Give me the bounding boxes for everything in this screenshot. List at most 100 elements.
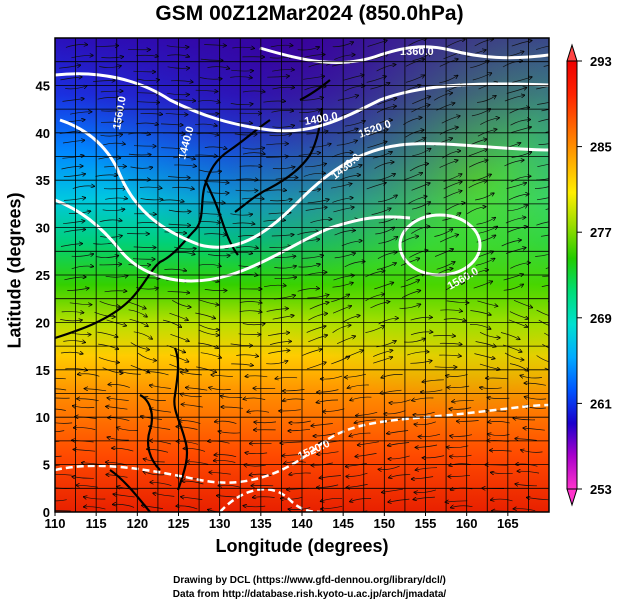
streamline — [418, 433, 441, 437]
height-contours — [55, 45, 549, 283]
streamline — [63, 198, 86, 201]
y-tick-label: 30 — [36, 221, 50, 236]
streamline — [513, 418, 536, 420]
streamline — [214, 460, 236, 463]
streamline — [536, 197, 549, 201]
colorbar-tick-label: 293 — [590, 54, 612, 69]
streamline — [323, 408, 345, 412]
colorbar-tick-label: 285 — [590, 140, 612, 155]
streamline — [63, 341, 85, 343]
streamline — [536, 221, 549, 226]
streamline — [165, 113, 188, 114]
streamline — [399, 304, 421, 309]
streamline — [198, 324, 219, 330]
streamline — [69, 302, 92, 305]
streamline — [269, 134, 291, 136]
streamline — [467, 50, 486, 58]
streamline — [443, 182, 462, 190]
streamline — [477, 96, 496, 103]
streamline — [172, 300, 191, 307]
streamline — [537, 101, 549, 105]
streamline — [336, 336, 355, 345]
streamline — [470, 310, 491, 316]
streamline — [317, 389, 339, 393]
streamline — [63, 221, 85, 225]
streamline — [129, 318, 149, 326]
y-tick-label: 0 — [43, 505, 50, 520]
streamline — [307, 199, 329, 204]
streamline — [187, 462, 209, 465]
streamline — [445, 283, 464, 291]
streamline — [541, 284, 549, 287]
streamline — [308, 314, 327, 321]
credit-data-source: Data from http://database.rish.kyoto-u.a… — [172, 589, 447, 600]
streamline — [372, 120, 392, 127]
streamline — [103, 188, 126, 189]
streamline — [234, 134, 257, 135]
streamline — [422, 455, 445, 458]
streamline — [381, 374, 403, 377]
streamline — [176, 506, 198, 510]
streamline — [183, 448, 206, 452]
streamline — [547, 301, 549, 303]
streamline — [536, 355, 549, 363]
streamline — [133, 247, 156, 248]
streamline — [388, 442, 410, 446]
streamline — [55, 408, 66, 411]
streamline — [446, 374, 468, 376]
colorbar-min-arrow — [566, 488, 578, 507]
streamline — [313, 433, 336, 437]
x-tick-label: 125 — [168, 516, 190, 531]
streamline — [339, 175, 360, 181]
x-tick-label: 130 — [209, 516, 231, 531]
streamline — [468, 160, 488, 168]
y-tick-label: 10 — [36, 410, 50, 425]
streamline — [299, 118, 321, 122]
streamline — [137, 352, 156, 360]
streamline — [206, 192, 229, 194]
streamline — [230, 214, 252, 216]
streamline — [332, 325, 351, 333]
streamline — [470, 324, 491, 329]
streamline — [439, 355, 461, 356]
streamline — [480, 387, 502, 388]
streamline — [407, 352, 428, 356]
streamline — [387, 430, 409, 434]
streamline — [71, 254, 94, 256]
x-tick-label: 150 — [373, 516, 395, 531]
streamline — [269, 341, 291, 346]
streamline — [311, 423, 333, 426]
streamline — [434, 249, 453, 257]
streamline — [230, 77, 252, 78]
streamline — [247, 411, 270, 413]
streamline — [60, 319, 82, 320]
streamline — [468, 149, 488, 157]
streamline — [412, 476, 434, 480]
streamline — [504, 352, 524, 360]
y-tick-label: 45 — [36, 78, 50, 93]
streamline — [161, 148, 183, 149]
streamline — [513, 509, 536, 512]
streamline — [472, 174, 492, 182]
y-tick-label: 35 — [36, 173, 50, 188]
streamline — [377, 252, 397, 260]
streamline — [267, 76, 289, 77]
streamline — [64, 277, 86, 281]
streamline — [344, 261, 365, 268]
streamline — [403, 173, 422, 181]
streamline — [107, 437, 129, 441]
streamline — [507, 205, 528, 212]
streamline — [232, 47, 254, 48]
streamline — [449, 408, 472, 410]
streamline — [199, 264, 221, 266]
streamline — [336, 140, 357, 146]
streamline — [365, 326, 384, 333]
streamline — [264, 285, 286, 287]
streamline — [368, 129, 388, 137]
streamline — [204, 147, 227, 149]
streamline — [506, 88, 527, 94]
streamline — [443, 191, 462, 199]
streamline — [304, 164, 326, 168]
y-tick-label: 15 — [36, 363, 50, 378]
streamline — [179, 421, 201, 424]
